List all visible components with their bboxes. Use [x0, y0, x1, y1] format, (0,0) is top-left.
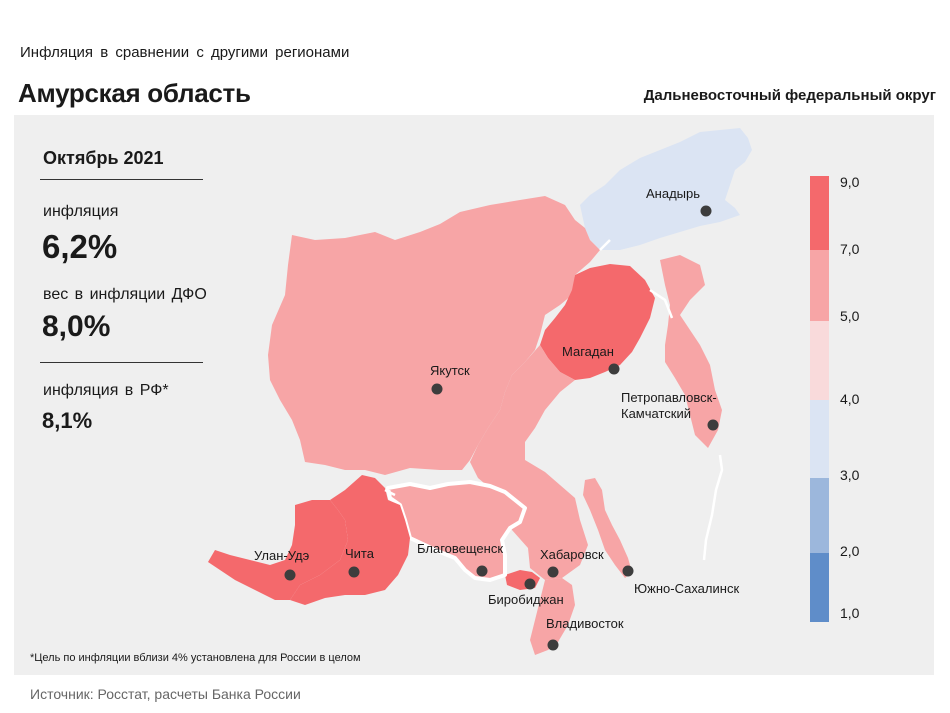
city-dot-anadyr: [700, 205, 712, 217]
city-dot-yakutsk: [431, 383, 443, 395]
inflation-label: инфляция: [43, 203, 119, 220]
region-sakhalin: [583, 478, 632, 578]
coastline: [384, 239, 724, 561]
city-dot-chita: [348, 566, 360, 578]
region-title: Амурская область: [18, 78, 251, 108]
source-note: Источник: Росстат, расчеты Банка России: [30, 686, 301, 702]
period-label: Октябрь 2021: [43, 148, 164, 168]
city-label-vladivostok: Владивосток: [546, 616, 624, 631]
legend-band-4-3: [810, 400, 829, 478]
city-dot-ulan-ude: [284, 569, 296, 581]
city-dot-vladivostok: [547, 639, 559, 651]
region-jewish-ao: [505, 570, 540, 590]
region-kamchatka: [660, 255, 722, 448]
legend-band-5-4: [810, 321, 829, 400]
city-dot-birobidzhan: [524, 578, 536, 590]
legend-band-2-1: [810, 553, 829, 622]
city-label-yakutsk: Якутск: [430, 363, 470, 378]
legend-band-9-7: [810, 176, 829, 250]
region-khabarovsk: [470, 345, 588, 580]
legend-tick-9: 9,0: [840, 174, 860, 190]
city-label-petropavlovsk-1: Петропавловск-: [621, 390, 717, 405]
color-legend: 9,0 7,0 5,0 4,0 3,0 2,0 1,0: [810, 174, 860, 622]
city-label-khabarovsk: Хабаровск: [540, 547, 604, 562]
region-chukotka: [580, 128, 752, 250]
city-label-anadyr: Анадырь: [646, 186, 700, 201]
inflation-value: 6,2%: [42, 228, 118, 265]
city-label-ulan-ude: Улан-Удэ: [254, 548, 310, 563]
city-dot-yuzhno-sakhalinsk: [622, 565, 634, 577]
weight-value: 8,0%: [42, 310, 111, 343]
legend-tick-4: 4,0: [840, 391, 860, 407]
footnote: *Цель по инфляции вблизи 4% установлена …: [30, 652, 361, 664]
city-dot-petropavlovsk: [707, 419, 719, 431]
region-primorye: [530, 578, 575, 655]
city-label-birobidzhan: Биробиджан: [488, 592, 564, 607]
city-label-yuzhno-sakhalinsk: Южно-Сахалинск: [634, 581, 739, 596]
legend-tick-5: 5,0: [840, 308, 860, 324]
city-label-blagoveshchensk: Благовещенск: [417, 541, 503, 556]
info-divider-bottom: [40, 362, 203, 363]
russia-inflation-value: 8,1%: [42, 408, 93, 433]
region-magadan: [540, 264, 655, 380]
city-label-magadan: Магадан: [562, 344, 614, 359]
legend-tick-2: 2,0: [840, 543, 860, 559]
legend-band-3-2: [810, 478, 829, 553]
region-zabaykalsky: [290, 475, 410, 605]
city-label-chita: Чита: [345, 546, 375, 561]
legend-tick-7: 7,0: [840, 241, 860, 257]
city-dot-magadan: [608, 363, 620, 375]
legend-band-7-5: [810, 250, 829, 321]
city-label-petropavlovsk-2: Камчатский: [621, 406, 691, 421]
weight-label: вес в инфляции ДФО: [43, 286, 207, 303]
region-yakutia: [268, 196, 600, 475]
city-dot-blagoveshchensk: [476, 565, 488, 577]
info-divider-top: [40, 179, 203, 180]
legend-tick-1: 1,0: [840, 605, 860, 621]
region-amur: [386, 480, 527, 582]
region-buryatia: [208, 500, 348, 600]
russia-inflation-label: инфляция в РФ*: [43, 382, 169, 399]
chart-subtitle: Инфляция в сравнении с другими регионами: [20, 44, 350, 61]
legend-tick-3: 3,0: [840, 467, 860, 483]
city-dot-khabarovsk: [547, 566, 559, 578]
district-title: Дальневосточный федеральный округ: [643, 87, 936, 104]
